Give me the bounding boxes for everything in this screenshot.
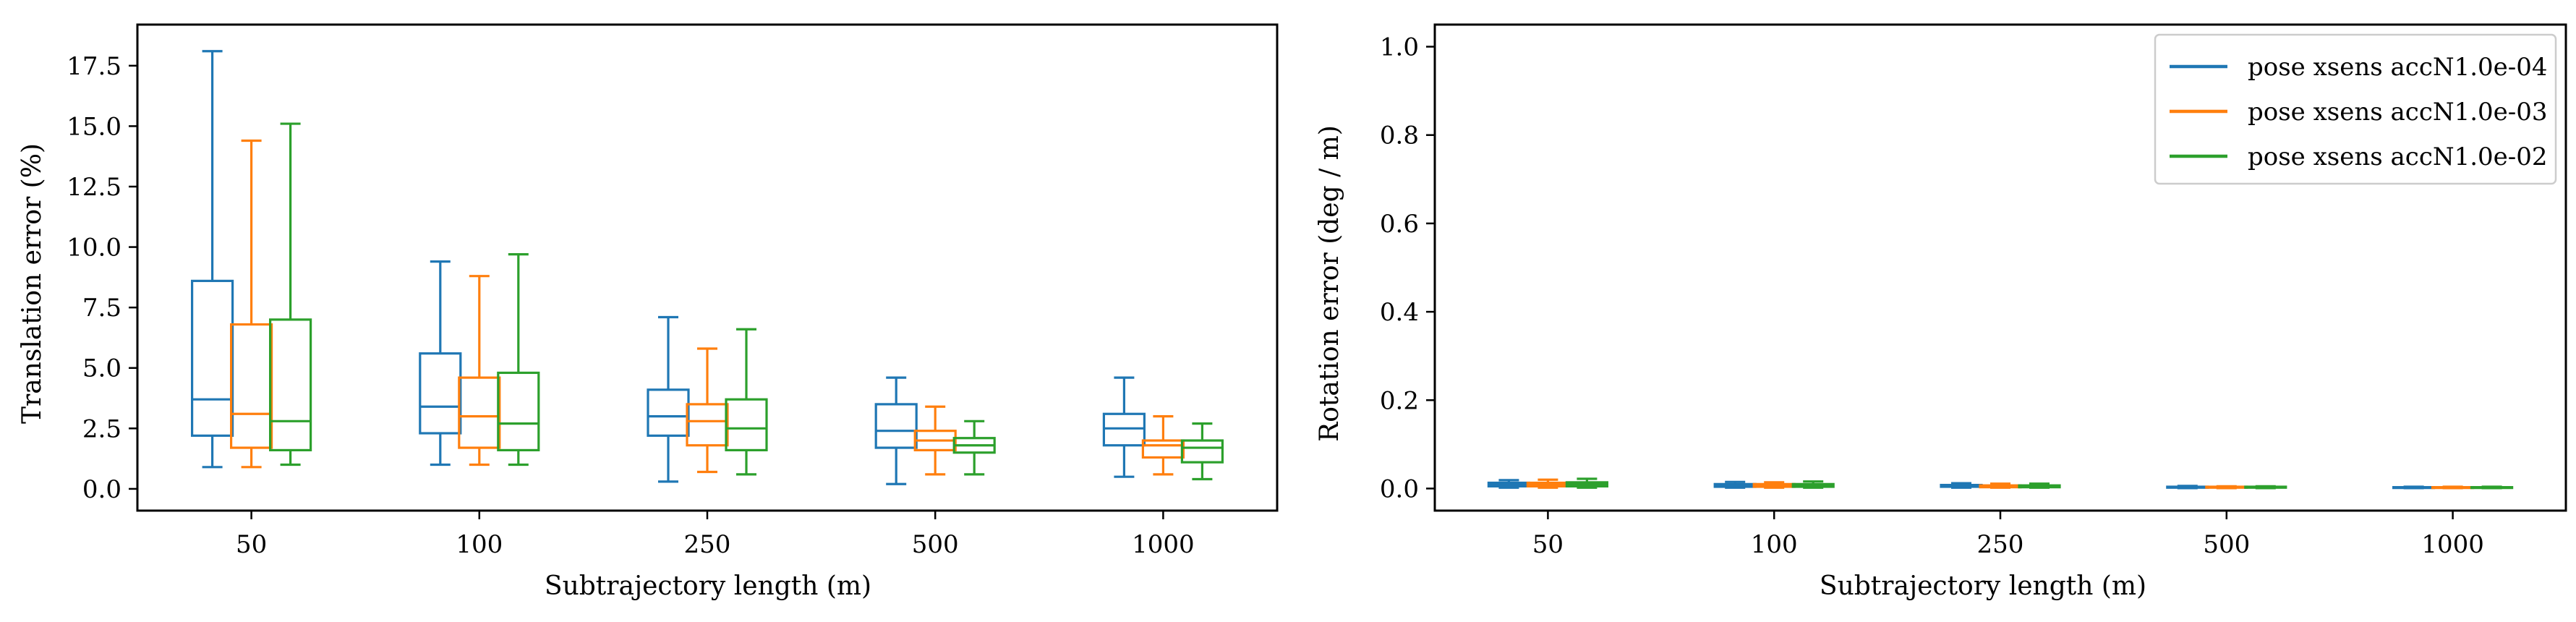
legend-entry: pose xsens accN1.0e-04 [2248,53,2548,82]
box-250 [686,347,729,474]
x-tick-label: 500 [912,530,959,559]
y-tick-label: 17.5 [67,52,121,81]
box-body [647,388,690,437]
box-50 [191,50,234,469]
box-100 [1752,481,1796,489]
series-3 [1565,477,2514,490]
box-250 [2018,482,2061,489]
x-tick-label: 50 [236,530,267,559]
x-tick-label: 500 [2203,530,2250,559]
x-tick-label: 1000 [2421,530,2484,559]
box-1000 [2392,485,2436,490]
y-tick-label: 5.0 [82,354,121,383]
y-tick-label: 2.5 [82,414,121,443]
box-body [230,323,273,449]
box-1000 [2431,485,2475,490]
box-1000 [2470,485,2514,490]
y-tick-label: 0.0 [1380,474,1419,503]
series-3 [269,122,1224,481]
box-50 [1565,477,1608,489]
box-500 [2244,485,2287,490]
y-tick-label: 0.8 [1380,122,1419,150]
legend-frame [2154,33,2557,185]
x-tick-label: 100 [456,530,503,559]
x-axis-label: Subtrajectory length (m) [1820,571,2146,601]
box-100 [1713,480,1757,489]
box-250 [1979,482,2022,489]
box-1000 [1102,376,1146,478]
x-tick-label: 1000 [1132,530,1195,559]
legend-entry: pose xsens accN1.0e-02 [2248,142,2548,171]
y-tick-label: 0.4 [1380,298,1419,327]
box-body [458,376,501,449]
box-100 [419,260,462,466]
y-tick-label: 0.6 [1380,210,1419,239]
box-body [1102,412,1146,447]
translation-error-chart: Subtrajectory length (m) Translation err… [17,23,1279,601]
box-body [725,398,768,452]
box-100 [497,253,540,466]
box-body [1141,439,1185,459]
box-500 [2205,485,2248,490]
y-tick-label: 12.5 [67,173,121,202]
box-250 [647,315,690,483]
box-500 [913,405,957,476]
box-1000 [1141,415,1185,476]
x-tick-label: 50 [1532,530,1564,559]
box-body [874,403,918,449]
legend: pose xsens accN1.0e-04 pose xsens accN1.0… [2154,33,2557,185]
y-axis-label: Translation error (%) [17,143,47,424]
x-axis-label: Subtrajectory length (m) [545,571,871,601]
y-axis-label: Rotation error (deg / m) [1315,125,1344,442]
x-tick-label: 250 [1977,530,2024,559]
box-body [686,403,729,447]
box-500 [952,419,996,476]
legend-entry: pose xsens accN1.0e-03 [2248,98,2548,127]
y-tick-label: 15.0 [67,112,121,141]
box-250 [1940,482,1983,489]
box-body [497,371,540,452]
y-tick-label: 10.0 [67,234,121,263]
box-1000 [1180,422,1224,481]
rotation-error-chart: Subtrajectory length (m) Rotation error … [1315,23,2567,601]
box-100 [1791,480,1835,489]
series-1 [191,50,1146,485]
box-250 [725,328,768,476]
box-body [1180,439,1224,464]
box-body [419,352,462,435]
box-100 [458,275,501,466]
box-body [191,279,234,437]
box-50 [269,122,312,466]
y-tick-label: 1.0 [1380,33,1419,62]
y-tick-label: 0.0 [82,475,121,504]
box-body [269,318,312,452]
box-500 [2166,485,2209,490]
y-tick-label: 0.2 [1380,386,1419,415]
x-tick-label: 250 [684,530,731,559]
x-tick-label: 100 [1751,530,1798,559]
series-2 [230,139,1185,476]
box-500 [874,376,918,485]
y-tick-label: 7.5 [82,294,121,323]
box-50 [230,139,273,469]
